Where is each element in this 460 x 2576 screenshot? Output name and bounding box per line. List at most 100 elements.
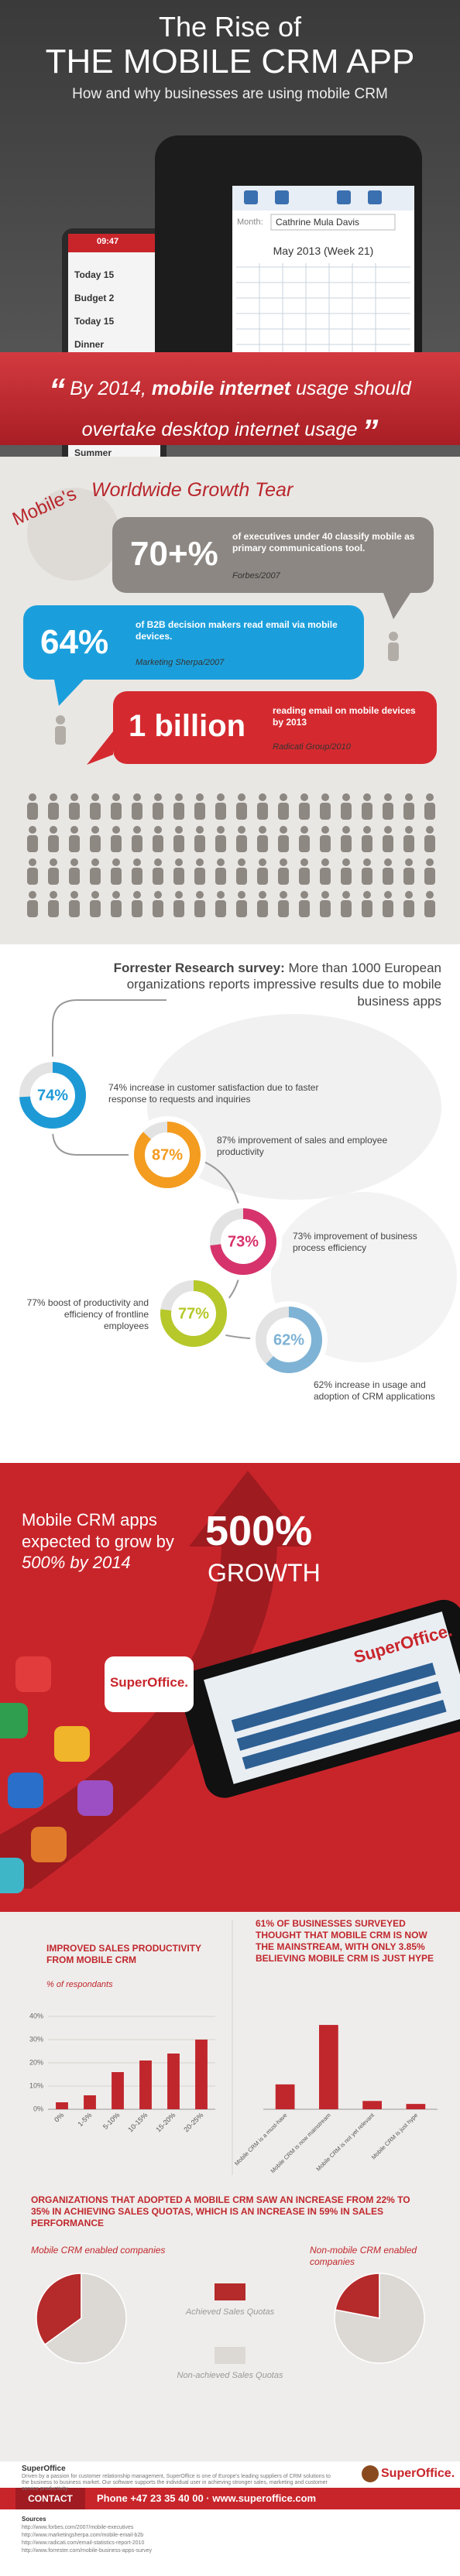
person-icon xyxy=(27,858,38,885)
person-head xyxy=(91,826,99,834)
screen-text: Cathrine Mula Davis xyxy=(276,217,360,228)
app-icon xyxy=(31,1827,67,1862)
person-icon xyxy=(388,632,399,661)
donut-arc xyxy=(134,1122,201,1188)
person-head xyxy=(196,858,204,866)
person-body xyxy=(27,835,38,852)
survey-text: 74% increase in customer satisfaction du… xyxy=(108,1082,319,1105)
stat-text: reading email on mobile devices by 2013 xyxy=(273,705,416,728)
person-icon xyxy=(132,858,142,885)
person-body xyxy=(257,803,268,820)
person-body xyxy=(48,868,59,885)
survey-text: 87% improvement of sales and employee pr… xyxy=(217,1135,388,1157)
person-icon xyxy=(424,826,435,852)
person-head xyxy=(50,891,57,899)
stat-source: Radicati Group/2010 xyxy=(273,742,351,752)
pie-slice xyxy=(335,2273,380,2319)
person-body xyxy=(153,900,163,917)
person-body xyxy=(236,803,247,820)
person-head xyxy=(426,826,434,834)
person-head xyxy=(91,793,99,801)
person-body xyxy=(341,900,352,917)
section-title: Worldwide Growth Tear xyxy=(91,479,294,501)
person-icon xyxy=(215,891,226,917)
person-body xyxy=(215,835,226,852)
person-body xyxy=(173,803,184,820)
survey-text: 77% boost of productivity and efficiency… xyxy=(26,1297,149,1331)
donut-arc xyxy=(160,1280,227,1347)
person-body xyxy=(132,868,142,885)
person-body xyxy=(215,803,226,820)
person-icon xyxy=(132,891,142,917)
person-icon xyxy=(132,793,142,820)
forecast-text: Mobile CRM apps expected to grow by 500%… xyxy=(22,1509,200,1574)
legend-label: Non-achieved Sales Quotas xyxy=(177,2371,283,2380)
person-head xyxy=(154,826,162,834)
person-head xyxy=(238,793,245,801)
person-body xyxy=(90,803,101,820)
app-icon xyxy=(15,1656,51,1692)
person-head xyxy=(321,858,329,866)
person-icon xyxy=(153,826,163,852)
stat-source: Marketing Sherpa/2007 xyxy=(136,658,225,667)
bar xyxy=(56,2102,68,2109)
person-body xyxy=(90,868,101,885)
person-head xyxy=(70,793,78,801)
person-head xyxy=(384,826,392,834)
donut-arc xyxy=(19,1062,86,1129)
person-icon xyxy=(194,826,205,852)
person-body xyxy=(215,868,226,885)
person-head xyxy=(342,793,350,801)
person-head xyxy=(50,793,57,801)
person-icon xyxy=(111,891,122,917)
screen-text: Today 15 xyxy=(74,269,115,280)
person-icon xyxy=(194,793,205,820)
screen-text: Month: xyxy=(237,218,263,227)
screen-text: Dinner xyxy=(74,339,105,350)
bar xyxy=(195,2040,208,2109)
bar xyxy=(275,2084,295,2109)
screen-text: May 2013 (Week 21) xyxy=(273,245,374,257)
footer-description: Driven by a passion for customer relatio… xyxy=(22,2474,331,2492)
survey-text: 73% improvement of business process effi… xyxy=(293,1231,417,1253)
person-icon xyxy=(27,891,38,917)
charts-bg xyxy=(0,1912,460,2461)
icon xyxy=(368,190,382,204)
person-head xyxy=(321,793,329,801)
person-body xyxy=(299,835,310,852)
person-body xyxy=(383,900,393,917)
person-head xyxy=(70,891,78,899)
person-head xyxy=(363,793,371,801)
person-body xyxy=(257,835,268,852)
person-body xyxy=(320,835,331,852)
person-icon xyxy=(215,793,226,820)
person-body xyxy=(424,868,435,885)
person-icon xyxy=(299,793,310,820)
person-icon xyxy=(153,891,163,917)
person-body xyxy=(111,900,122,917)
person-head xyxy=(259,826,266,834)
person-body xyxy=(236,900,247,917)
person-icon xyxy=(403,858,414,885)
source-line: http://www.radicati.com/email-statistics… xyxy=(22,2540,145,2546)
legend-swatch xyxy=(215,2283,245,2300)
person-body xyxy=(320,900,331,917)
person-body xyxy=(320,803,331,820)
phone-toolbar xyxy=(232,186,414,211)
person-icon xyxy=(362,891,372,917)
person-head xyxy=(238,891,245,899)
donut-label: 74% xyxy=(37,1087,68,1104)
forecast-figure: 500% xyxy=(205,1508,313,1554)
person-body xyxy=(424,803,435,820)
person-icon xyxy=(215,858,226,885)
icon xyxy=(244,190,258,204)
person-head xyxy=(29,858,36,866)
y-tick-label: 40% xyxy=(29,2012,43,2019)
contact-label: CONTACT xyxy=(28,2493,73,2504)
person-head xyxy=(154,858,162,866)
person-icon xyxy=(403,793,414,820)
person-icon xyxy=(111,793,122,820)
person-icon xyxy=(215,826,226,852)
